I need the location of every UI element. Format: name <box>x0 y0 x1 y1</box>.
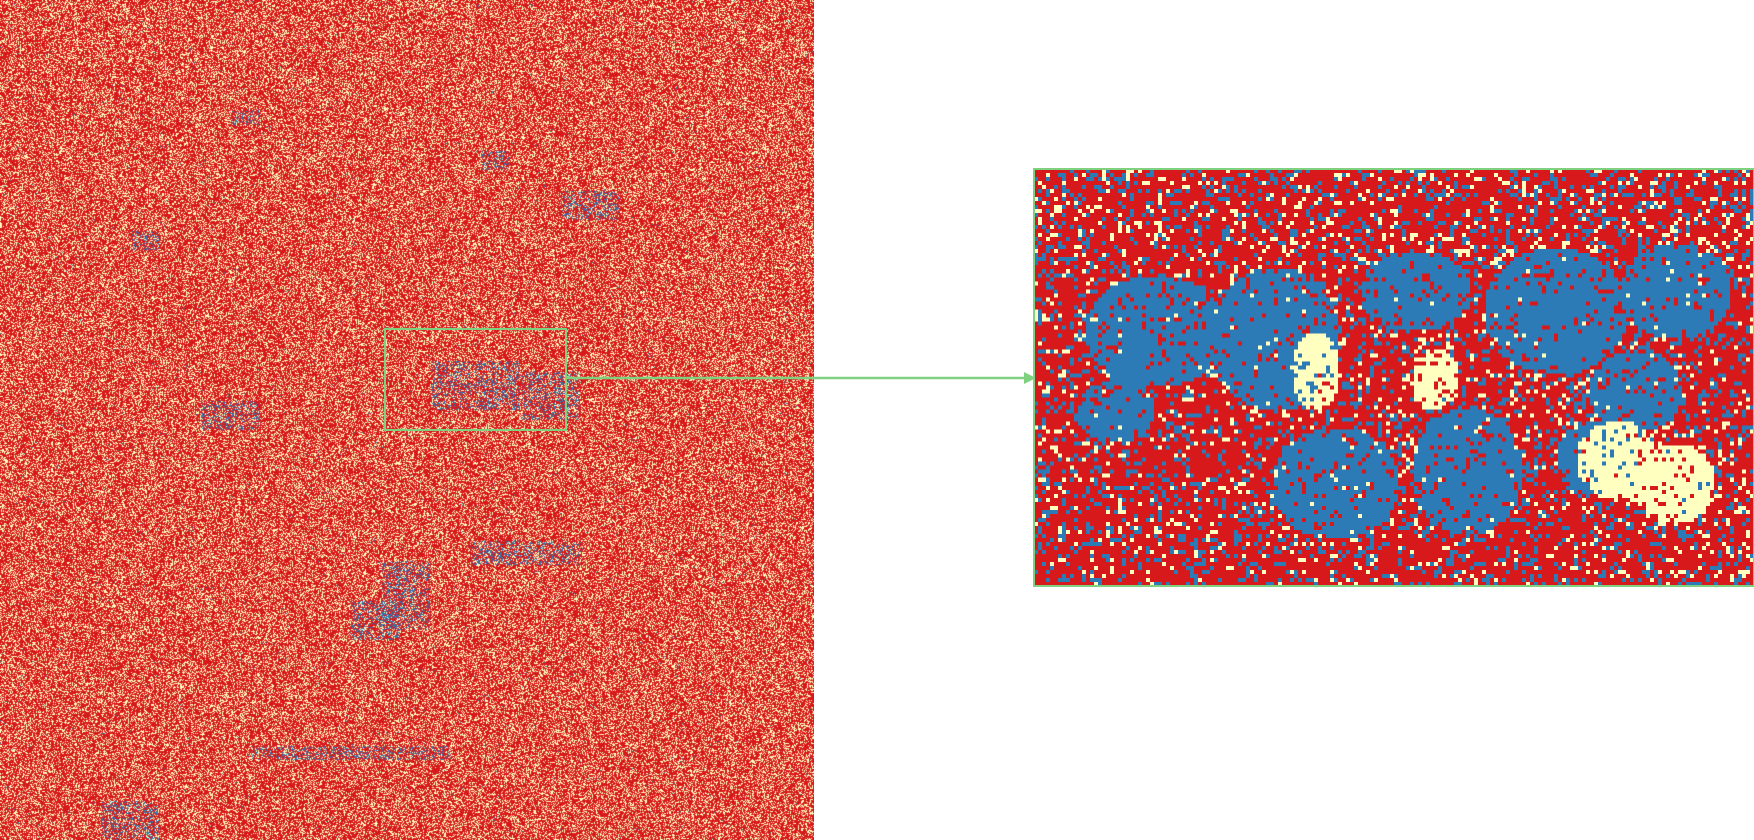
zoomed-detail-map <box>1034 169 1754 586</box>
overview-classification-map <box>0 0 814 840</box>
